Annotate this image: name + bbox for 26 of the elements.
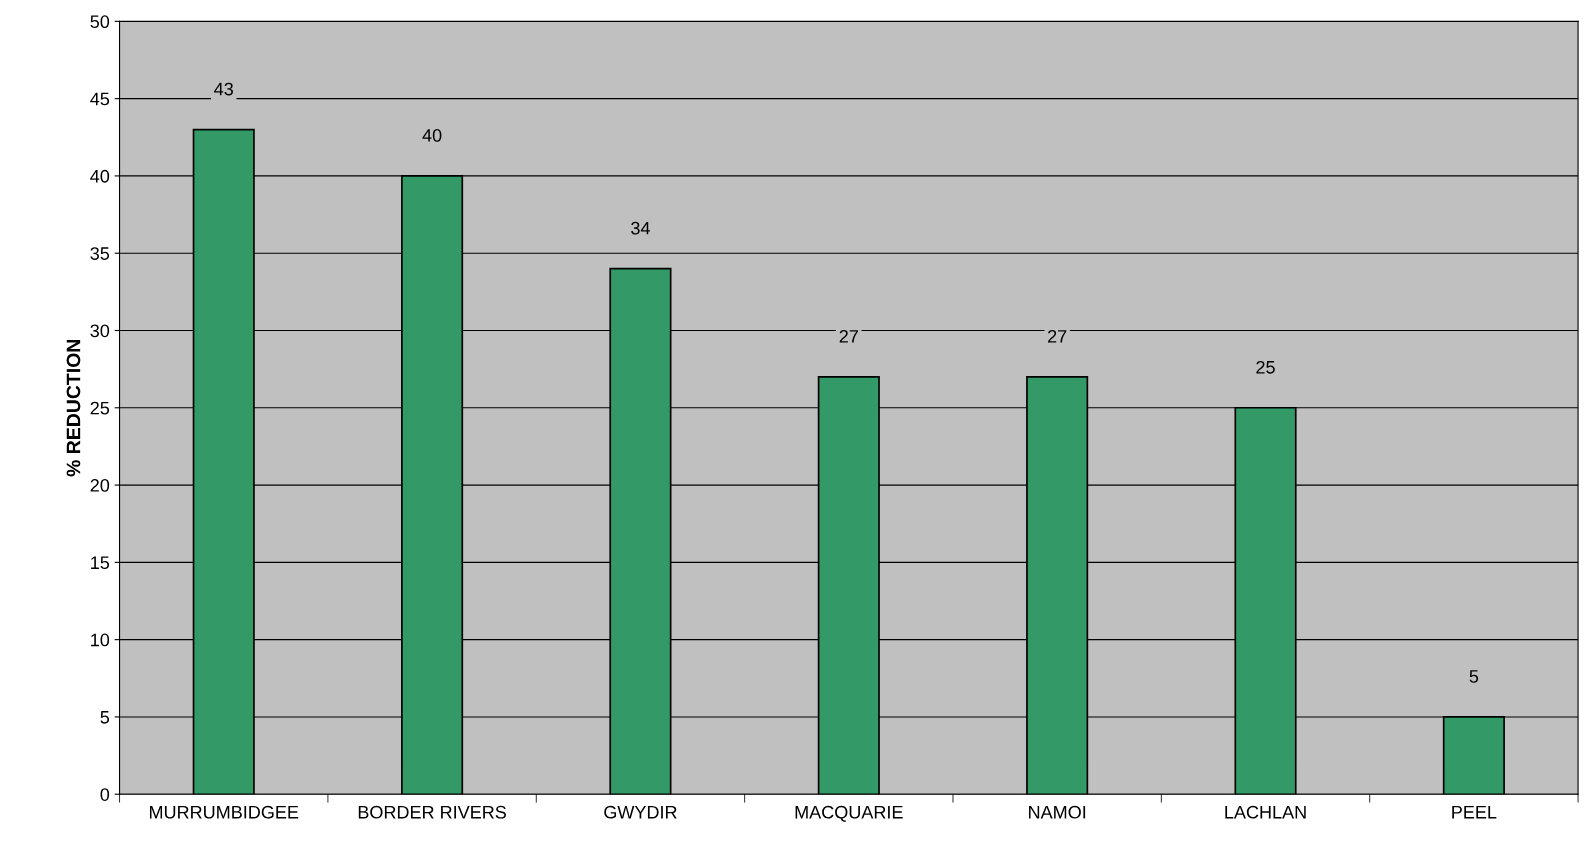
data-label: 34 bbox=[631, 221, 650, 235]
x-tick-label: GWYDIR bbox=[604, 805, 677, 819]
y-tick-label: 5 bbox=[100, 711, 110, 724]
data-label: 25 bbox=[1256, 360, 1275, 374]
y-tick-label: 45 bbox=[90, 92, 110, 106]
x-tick-label: MURRUMBIDGEE bbox=[149, 805, 299, 819]
data-label: 27 bbox=[839, 329, 858, 343]
y-tick-label: 0 bbox=[100, 788, 110, 801]
data-label: 43 bbox=[214, 82, 233, 96]
y-tick-label: 40 bbox=[90, 169, 110, 183]
x-tick-label: MACQUARIE bbox=[795, 805, 903, 822]
x-tick-label: LACHLAN bbox=[1225, 805, 1306, 819]
y-tick-label: 50 bbox=[90, 15, 110, 29]
y-tick-label: 25 bbox=[90, 401, 110, 415]
y-tick-label: 30 bbox=[90, 324, 110, 338]
y-tick-label: 20 bbox=[90, 479, 110, 492]
x-tick-label: NAMOI bbox=[1029, 805, 1086, 819]
x-tick-label: BORDER RIVERS bbox=[358, 805, 506, 819]
data-label: 27 bbox=[1048, 329, 1067, 343]
x-tick-label: PEEL bbox=[1452, 805, 1497, 819]
y-axis-title: % REDUCTION bbox=[66, 339, 81, 477]
y-tick-label: 10 bbox=[91, 633, 110, 647]
y-tick-label: 15 bbox=[91, 556, 110, 570]
data-label: 5 bbox=[1469, 670, 1479, 683]
y-tick-label: 35 bbox=[90, 247, 110, 260]
data-label: 40 bbox=[422, 129, 442, 142]
